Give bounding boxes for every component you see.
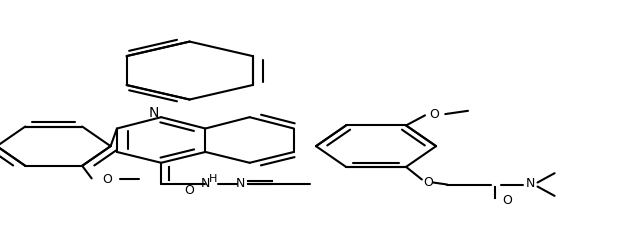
Text: H: H <box>209 174 217 184</box>
Text: O: O <box>430 108 439 121</box>
Text: O: O <box>185 184 195 197</box>
Text: N: N <box>526 177 535 190</box>
Text: O: O <box>102 173 112 186</box>
Text: O: O <box>502 194 512 207</box>
Text: N: N <box>236 177 245 191</box>
Text: N: N <box>149 106 159 120</box>
Text: O: O <box>423 175 433 188</box>
Text: N: N <box>201 177 210 191</box>
